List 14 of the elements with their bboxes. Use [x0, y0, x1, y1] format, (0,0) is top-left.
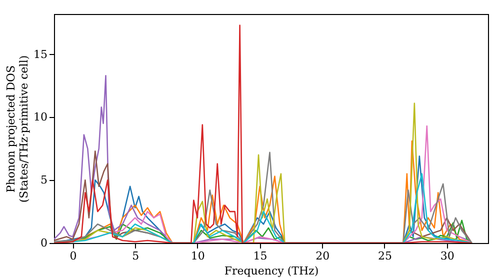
x-tick-label: 5 [132, 250, 140, 262]
x-tick-label: 25 [378, 250, 392, 262]
x-tick-label: 15 [253, 250, 268, 262]
y-tick-label: 0 [40, 236, 48, 250]
x-tick-label: 30 [440, 250, 454, 262]
x-axis-title: Frequency (THz) [224, 264, 319, 278]
y-tick-label: 5 [40, 174, 48, 187]
line-series [54, 24, 472, 243]
x-tick-label: 0 [70, 250, 77, 262]
y-axis-title: Phonon projected DOS (States/THz·primitive cell) [4, 55, 31, 203]
y-tick-label: 15 [34, 48, 48, 61]
x-tick-label: 10 [190, 250, 205, 262]
x-tick-label: 20 [316, 250, 330, 262]
y-tick-label: 10 [34, 110, 48, 124]
